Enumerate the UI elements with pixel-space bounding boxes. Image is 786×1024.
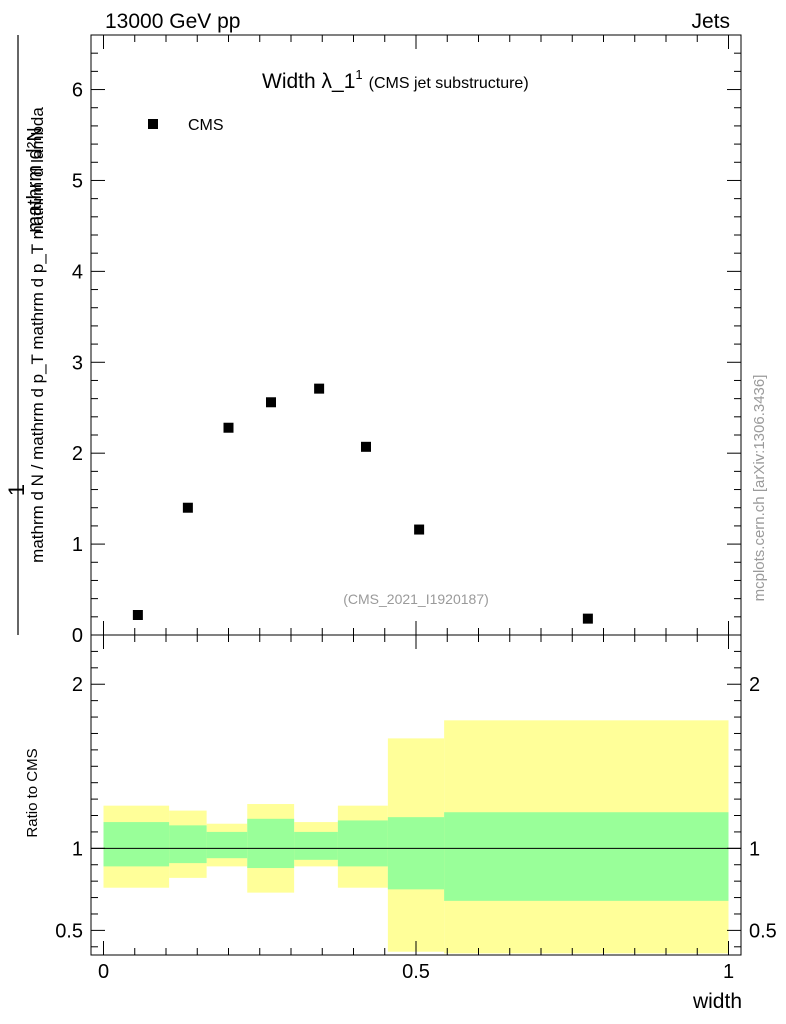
ratio-plot-panel: 0.5 0.5 1 1 2 2 0 0.5 1 width Ratio to CMS [24, 634, 777, 1013]
legend-entry: CMS [188, 117, 224, 134]
inner-uncertainty-band [169, 825, 207, 864]
main-frame [90, 34, 742, 636]
inner-uncertainty-band [387, 817, 445, 890]
data-point [361, 441, 371, 452]
energy-label: 13000 GeV pp [105, 10, 240, 33]
data-point [182, 502, 193, 513]
ratio-y-tick-label-right: 0.5 [749, 920, 777, 942]
main-data-points [132, 383, 593, 624]
ratio-ylabel: Ratio to CMS [24, 748, 41, 837]
x-tick-label: 0.5 [402, 961, 430, 983]
ratio-y-tick-label: 2 [72, 674, 83, 696]
ratio-bands [103, 720, 729, 954]
inner-uncertainty-band [337, 820, 388, 867]
plot-title-sup: 1 [355, 67, 362, 82]
inner-uncertainty-band [247, 818, 295, 869]
plot-title-suffix: (CMS jet substructure) [369, 75, 529, 92]
data-point [266, 397, 276, 408]
ylabel-numerator: mathrm d²N [24, 127, 46, 233]
process-label: Jets [691, 10, 730, 33]
analysis-label: (CMS_2021_I1920187) [343, 591, 489, 607]
y-tick-label: 1 [72, 534, 83, 556]
ratio-y-tick-label: 0.5 [55, 920, 83, 942]
y-tick-label: 5 [72, 170, 83, 192]
inner-uncertainty-band [294, 831, 338, 860]
side-credit: mcplots.cern.ch [arXiv:1306.3436] [751, 375, 768, 602]
y-tick-label: 4 [72, 261, 83, 283]
plot-title-main: Width λ_1 [262, 70, 355, 93]
ratio-axis-ticks: 0.5 0.5 1 1 2 2 0 0.5 1 [55, 635, 777, 983]
y-tick-label: 6 [72, 80, 83, 102]
y-tick-label: 2 [72, 443, 83, 465]
ratio-y-tick-label: 1 [72, 838, 83, 860]
ratio-y-tick-label-right: 1 [749, 838, 760, 860]
inner-uncertainty-band [206, 831, 248, 859]
plot-title: Width λ_11 (CMS jet substructure) [262, 67, 529, 93]
y-tick-label: 0 [72, 625, 83, 647]
legend-marker [148, 119, 158, 129]
inner-uncertainty-band [103, 822, 170, 867]
x-tick-label: 0 [98, 961, 109, 983]
data-point [414, 524, 425, 535]
data-point [132, 610, 143, 620]
x-tick-label: 1 [723, 961, 734, 983]
ratio-y-tick-label-right: 2 [749, 674, 760, 696]
inner-uncertainty-band [444, 812, 729, 901]
ratio-xlabel: width [692, 990, 742, 1013]
main-ylabel: mathrm d²N 1 mathrm d N / mathrm d p_T m… [4, 35, 47, 635]
data-point [582, 613, 593, 624]
data-point [314, 383, 325, 394]
ylabel-denominator: mathrm d N / mathrm d p_T mathrm d p_T m… [28, 107, 47, 563]
data-point [223, 422, 234, 433]
ylabel-one: 1 [4, 484, 29, 496]
y-tick-label: 3 [72, 352, 83, 374]
